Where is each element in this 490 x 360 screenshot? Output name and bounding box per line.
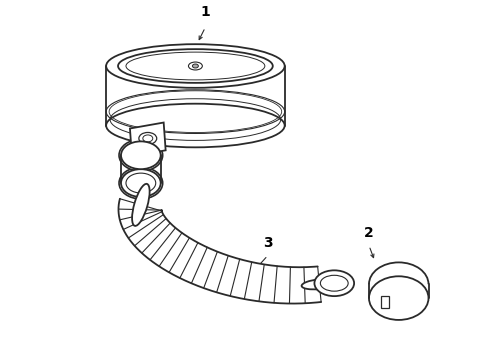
Polygon shape <box>119 199 321 303</box>
Text: 3: 3 <box>263 235 272 249</box>
Ellipse shape <box>119 167 163 199</box>
Ellipse shape <box>315 270 354 296</box>
Ellipse shape <box>118 49 273 83</box>
Polygon shape <box>369 262 428 320</box>
Ellipse shape <box>302 279 337 289</box>
Ellipse shape <box>139 132 157 144</box>
Ellipse shape <box>121 141 161 169</box>
Text: 2: 2 <box>364 226 374 240</box>
Text: 1: 1 <box>200 5 210 19</box>
Polygon shape <box>381 296 389 308</box>
Ellipse shape <box>189 62 202 70</box>
Ellipse shape <box>121 169 161 197</box>
Ellipse shape <box>119 139 163 171</box>
Ellipse shape <box>193 64 198 68</box>
Ellipse shape <box>132 184 149 226</box>
Polygon shape <box>130 122 166 156</box>
Ellipse shape <box>106 44 285 88</box>
Ellipse shape <box>369 276 428 320</box>
Ellipse shape <box>106 104 285 147</box>
FancyBboxPatch shape <box>106 66 285 126</box>
